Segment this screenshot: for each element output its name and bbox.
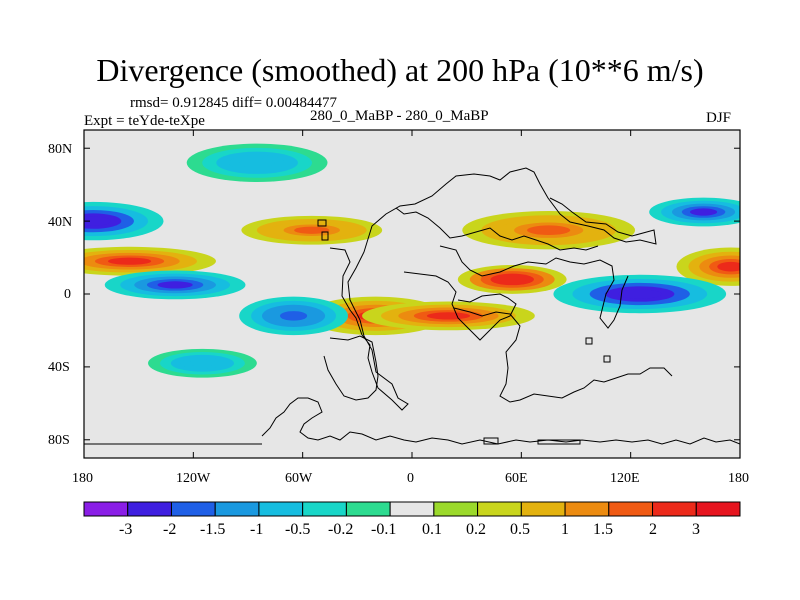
colorbar-swatch bbox=[477, 501, 522, 517]
divergence-feature bbox=[84, 246, 216, 276]
coastline-antarctica bbox=[261, 397, 740, 445]
colorbar-label: 0.5 bbox=[510, 521, 530, 538]
x-tick-label-60w: 60W bbox=[285, 471, 313, 486]
colorbar-swatch bbox=[695, 501, 741, 517]
y-tick-label-40n: 40N bbox=[48, 215, 73, 230]
colorbar-label: 3 bbox=[692, 521, 700, 538]
divergence-feature bbox=[104, 270, 246, 300]
colorbar-label: -1.5 bbox=[200, 521, 226, 538]
divergence-feature bbox=[186, 143, 328, 182]
contour-band bbox=[426, 312, 471, 320]
island-3 bbox=[585, 337, 593, 345]
divergence-feature bbox=[649, 197, 740, 227]
divergence-feature bbox=[239, 296, 348, 336]
colorbar-swatch bbox=[83, 501, 129, 517]
divergence-feature bbox=[241, 215, 383, 245]
coastline-southeast-asia bbox=[453, 307, 673, 403]
period-label: 280_0_MaBP - 280_0_MaBP bbox=[310, 108, 489, 124]
divergence-feature bbox=[553, 274, 727, 314]
stats-label: rmsd= 0.912845 diff= 0.00484477 bbox=[130, 95, 338, 111]
colorbar-swatch bbox=[258, 501, 304, 517]
colorbar-swatch bbox=[564, 501, 610, 517]
contour-band bbox=[279, 311, 308, 321]
colorbar-swatch bbox=[389, 501, 435, 517]
colorbar bbox=[83, 501, 741, 517]
contour-band bbox=[527, 225, 571, 236]
colorbar-label: 1.5 bbox=[593, 521, 613, 538]
chart-title: Divergence (smoothed) at 200 hPa (10**6 … bbox=[96, 52, 704, 88]
colorbar-swatch bbox=[608, 501, 654, 517]
colorbar-label: -3 bbox=[119, 521, 133, 538]
y-tick-label-80n: 80N bbox=[48, 142, 73, 157]
x-tick-label-0: 0 bbox=[407, 471, 414, 486]
colorbar-swatch bbox=[302, 501, 347, 517]
coastline-south-america bbox=[323, 335, 379, 401]
contour-band bbox=[717, 261, 740, 272]
colorbar-label: 1 bbox=[561, 521, 569, 538]
contour-band bbox=[107, 257, 152, 265]
island-2 bbox=[321, 231, 329, 241]
colorbar-label: -2 bbox=[163, 521, 177, 538]
colorbar-swatch bbox=[652, 501, 697, 517]
divergence-feature bbox=[676, 247, 740, 286]
divergence-feature bbox=[148, 348, 257, 378]
x-tick-label-120e: 120E bbox=[610, 471, 640, 486]
y-tick-label-0: 0 bbox=[64, 287, 71, 302]
island-1 bbox=[317, 219, 327, 227]
colorbar-label: 0.2 bbox=[466, 521, 486, 538]
axis-ticks bbox=[83, 130, 741, 458]
colorbar-swatch bbox=[214, 501, 260, 517]
colorbar-label: -0.5 bbox=[285, 521, 311, 538]
colorbar-label: 0.1 bbox=[422, 521, 442, 538]
colorbar-swatch bbox=[520, 501, 566, 517]
coastlines bbox=[84, 167, 740, 445]
colorbar-swatch bbox=[433, 501, 479, 517]
colorbar-swatch bbox=[127, 501, 172, 517]
contour-band bbox=[498, 275, 526, 284]
divergence-feature bbox=[84, 201, 164, 241]
coastline-asia bbox=[395, 207, 599, 251]
contour-band bbox=[618, 289, 662, 299]
coastline-africa bbox=[403, 271, 517, 341]
contour-band bbox=[188, 359, 217, 367]
contour-band bbox=[239, 158, 275, 168]
x-tick-label-120w: 120W bbox=[176, 471, 211, 486]
colorbar-swatch bbox=[345, 501, 391, 517]
coastline-north-america bbox=[329, 167, 657, 411]
divergence-feature bbox=[457, 265, 567, 294]
x-tick-label-180w: 180 bbox=[72, 471, 93, 486]
island-5 bbox=[483, 437, 499, 445]
coastline-europe bbox=[439, 245, 629, 329]
contour-band bbox=[157, 281, 193, 289]
y-tick-label-40s: 40S bbox=[48, 360, 70, 375]
divergence-feature bbox=[362, 301, 535, 331]
x-tick-label-180e: 180 bbox=[728, 471, 749, 486]
x-tick-label-60e: 60E bbox=[505, 471, 528, 486]
divergence-field bbox=[84, 143, 740, 378]
island-4 bbox=[603, 355, 611, 363]
experiment-label: Expt = teYde-teXpe bbox=[84, 113, 205, 129]
colorbar-label: -0.1 bbox=[371, 521, 397, 538]
contour-band bbox=[689, 208, 718, 216]
season-label: DJF bbox=[706, 110, 732, 126]
contour-band bbox=[294, 226, 330, 234]
colorbar-label: -0.2 bbox=[328, 521, 354, 538]
island-6 bbox=[537, 439, 581, 445]
contour-band bbox=[84, 216, 111, 226]
y-tick-label-80s: 80S bbox=[48, 433, 70, 448]
colorbar-swatch bbox=[170, 501, 216, 517]
colorbar-label: 2 bbox=[649, 521, 657, 538]
divergence-feature bbox=[462, 211, 636, 250]
colorbar-label: -1 bbox=[250, 521, 264, 538]
